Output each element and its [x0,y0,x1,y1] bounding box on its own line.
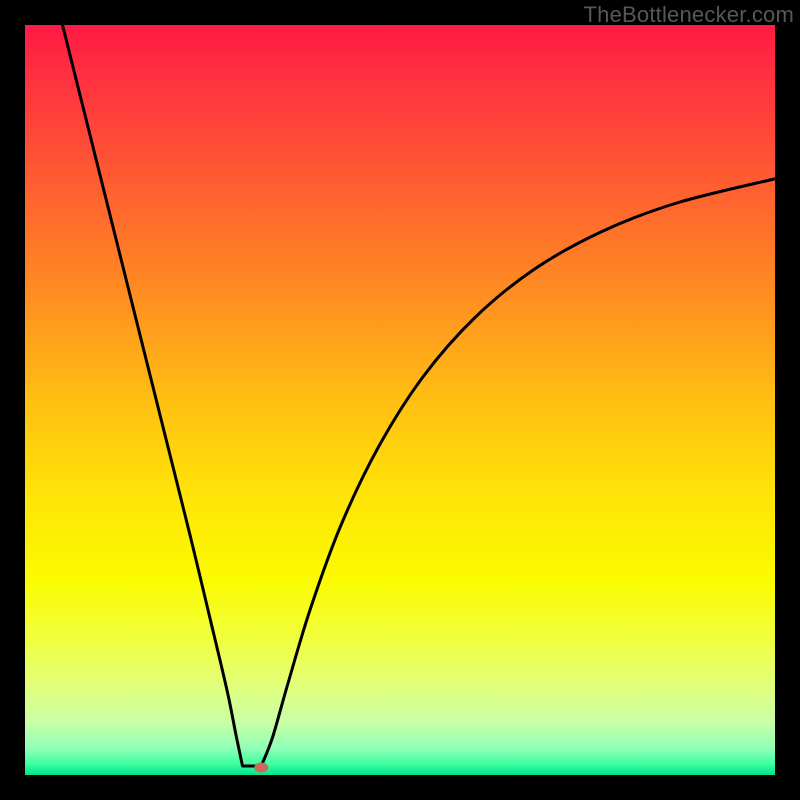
watermark-text: TheBottlenecker.com [584,2,794,28]
chart-root: TheBottlenecker.com [0,0,800,800]
optimal-point-marker [254,763,268,773]
bottleneck-chart [0,0,800,800]
plot-background [25,25,775,775]
